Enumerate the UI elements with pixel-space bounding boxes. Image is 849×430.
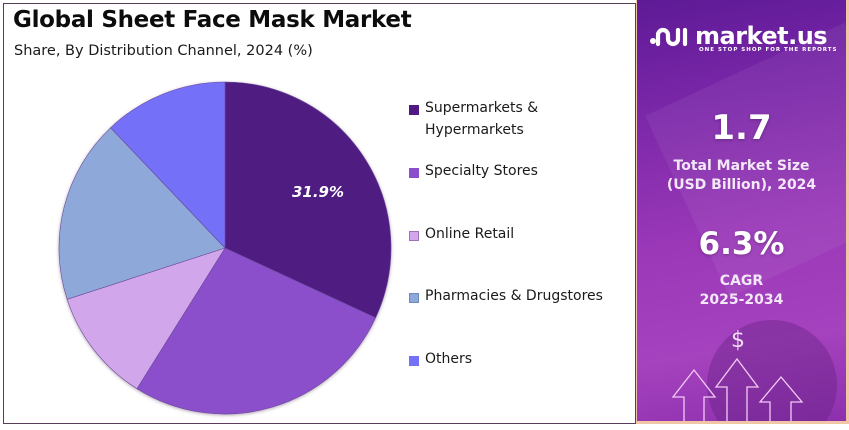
legend-label: Pharmacies & Drugstores [425,288,603,304]
legend-swatch [409,231,419,241]
legend-label: Online Retail [425,226,515,242]
pie-slice-others [110,81,226,249]
brand-tagline: ONE STOP SHOP FOR THE REPORTS [699,47,838,53]
cagr-value: 6.3% [698,226,785,262]
legend-item-pharmacies: Pharmacies & Drugstores [409,288,603,307]
legend-label: Supermarkets & [425,100,539,116]
brand-name: market.us [695,22,828,50]
legend-label-line2: Hypermarkets [425,122,524,138]
pie-chart: 31.9% [58,81,392,415]
chart-title: Global Sheet Face Mask Market [13,7,412,33]
cagr-label: CAGR 2025-2034 [699,273,784,308]
pie-slices [58,81,392,415]
legend-swatch [409,293,419,303]
legend-item-supermarkets: Supermarkets & Hypermarkets [409,100,538,141]
pie-slice-online-retail [66,247,226,390]
legend-label: Others [425,351,473,367]
legend-swatch [409,105,419,115]
growth-arrows-icon [671,357,804,421]
legend-item-specialty-stores: Specialty Stores [409,163,538,182]
market-size-value: 1.7 [711,108,772,148]
market-us-logo-icon [650,27,688,47]
pie-slice-pharmacies [58,127,226,300]
chart-subtitle: Share, By Distribution Channel, 2024 (%) [14,43,313,59]
legend-swatch [409,356,419,366]
pie-slice-supermarkets [224,81,392,319]
legend-item-others: Others [409,351,472,370]
pie-slice-specialty-stores [136,247,377,415]
stats-sidebar: market.us ONE STOP SHOP FOR THE REPORTS … [636,0,849,424]
dollar-icon: $ [731,328,745,353]
slice-label-supermarkets: 31.9% [292,183,344,201]
legend-item-online-retail: Online Retail [409,226,514,245]
market-size-label: Total Market Size (USD Billion), 2024 [666,158,817,193]
brand-logo: market.us [649,22,828,50]
legend-label: Specialty Stores [425,163,538,179]
legend-swatch [409,168,419,178]
